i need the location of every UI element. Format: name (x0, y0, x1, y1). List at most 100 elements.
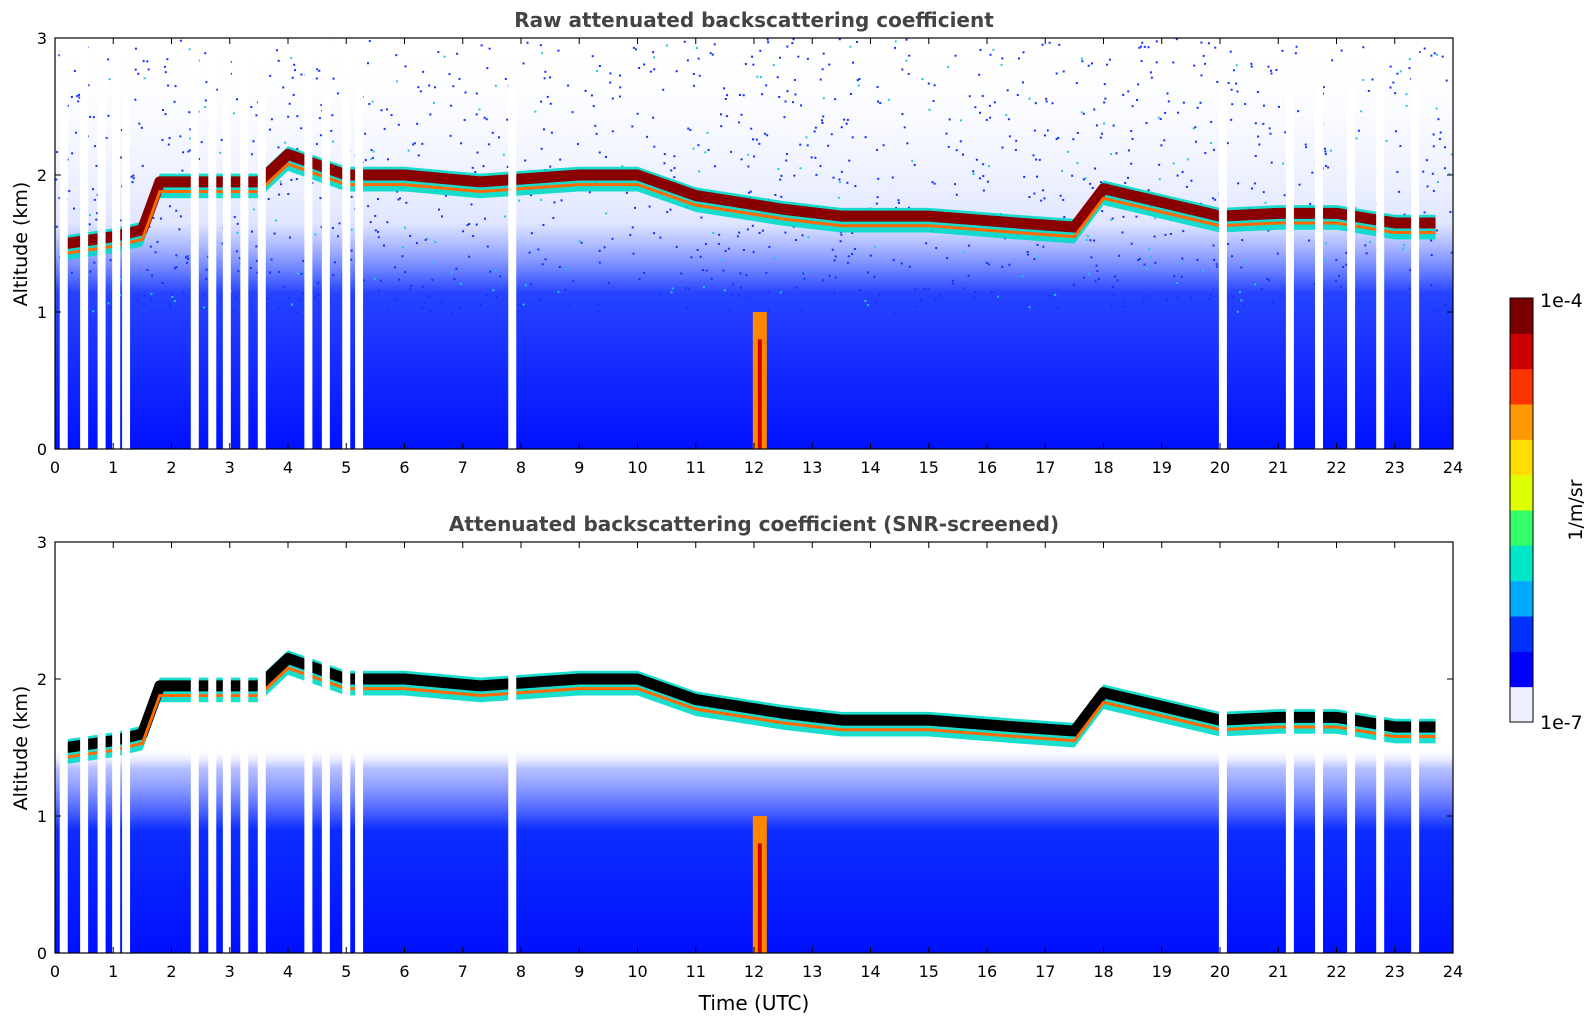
noise-dot (1148, 248, 1151, 251)
noise-dot (232, 112, 235, 115)
noise-dot (540, 198, 543, 201)
noise-dot (404, 271, 407, 274)
noise-dot (723, 87, 726, 90)
noise-dot (1214, 198, 1217, 201)
noise-dot (1227, 243, 1230, 246)
noise-dot (68, 291, 71, 294)
data-gap-raw (1376, 38, 1385, 449)
noise-dot (506, 118, 509, 121)
noise-dot (1204, 152, 1207, 155)
noise-dot (723, 289, 726, 292)
noise-dot (255, 245, 258, 248)
noise-dot (1043, 197, 1046, 200)
noise-dot (236, 222, 239, 225)
noise-dot (294, 69, 297, 72)
noise-dot (653, 145, 656, 148)
noise-dot (1294, 52, 1297, 55)
noise-dot (120, 278, 123, 281)
data-gap-screened (190, 542, 199, 953)
noise-dot (204, 99, 207, 102)
noise-dot (171, 295, 174, 298)
noise-dot (959, 119, 962, 122)
noise-dot (140, 126, 143, 129)
noise-dot (494, 84, 497, 87)
data-gap-raw (321, 38, 330, 449)
noise-dot (503, 215, 506, 218)
noise-dot (541, 263, 544, 266)
noise-dot (270, 118, 273, 121)
noise-dot (151, 274, 154, 277)
noise-dot (1339, 285, 1342, 288)
x-tick-label: 6 (399, 962, 409, 981)
noise-dot (146, 268, 149, 271)
noise-dot (1342, 266, 1345, 269)
noise-dot (1305, 146, 1308, 149)
noise-dot (815, 173, 818, 176)
noise-dot (745, 274, 748, 277)
noise-dot (422, 70, 425, 73)
x-tick-label: 22 (1326, 458, 1346, 477)
noise-dot (201, 307, 204, 310)
noise-dot (948, 118, 951, 121)
noise-dot (822, 52, 825, 55)
noise-dot (1136, 99, 1139, 102)
noise-dot (256, 271, 259, 274)
noise-dot (1236, 310, 1239, 313)
noise-dot (619, 74, 622, 77)
noise-dot (1313, 283, 1316, 286)
noise-dot (753, 155, 756, 158)
noise-dot (915, 305, 918, 308)
noise-dot (1451, 308, 1453, 311)
noise-dot (849, 92, 852, 95)
noise-dot (187, 257, 190, 260)
noise-dot (1258, 143, 1261, 146)
noise-dot (636, 112, 639, 115)
noise-dot (742, 94, 745, 97)
data-gap-screened (355, 542, 364, 953)
noise-dot (1283, 194, 1286, 197)
noise-dot (1150, 76, 1153, 79)
noise-dot (777, 168, 780, 171)
noise-dot (421, 285, 424, 288)
noise-dot (1021, 275, 1024, 278)
noise-dot (766, 38, 769, 41)
noise-dot (764, 132, 767, 135)
noise-dot (730, 150, 733, 153)
noise-dot (293, 63, 296, 66)
noise-dot (1345, 251, 1348, 254)
noise-dot (659, 236, 662, 239)
noise-dot (1127, 90, 1130, 93)
noise-dot (1175, 38, 1178, 41)
noise-dot (1001, 265, 1004, 268)
noise-dot (1059, 194, 1062, 197)
y-axis-label-raw: Altitude (km) (10, 182, 32, 307)
noise-dot (726, 94, 729, 97)
noise-dot (549, 76, 552, 79)
x-tick-label: 1 (108, 962, 118, 981)
x-tick-label: 14 (860, 458, 880, 477)
noise-dot (683, 40, 686, 43)
noise-dot (1437, 118, 1440, 121)
noise-dot (1117, 254, 1120, 257)
noise-dot (1430, 239, 1433, 242)
noise-dot (568, 303, 571, 306)
noise-dot (611, 130, 614, 133)
noise-dot (394, 266, 397, 269)
noise-dot (1199, 101, 1202, 104)
noise-dot (382, 244, 385, 247)
y-axis-raw: 0 1 2 3 (37, 29, 1453, 459)
noise-dot (1418, 51, 1421, 54)
noise-dot (1425, 159, 1428, 162)
noise-dot (653, 232, 656, 235)
noise-dot (838, 178, 841, 181)
noise-dot (578, 240, 581, 243)
noise-dot (1194, 140, 1197, 143)
noise-dot (1430, 253, 1433, 256)
noise-dot (390, 114, 393, 117)
noise-dot (1099, 181, 1102, 184)
noise-dot (520, 304, 523, 307)
noise-dot (784, 100, 787, 103)
noise-dot (1405, 104, 1408, 107)
noise-dot (1112, 124, 1115, 127)
y-tick-label: 1 (37, 303, 47, 322)
